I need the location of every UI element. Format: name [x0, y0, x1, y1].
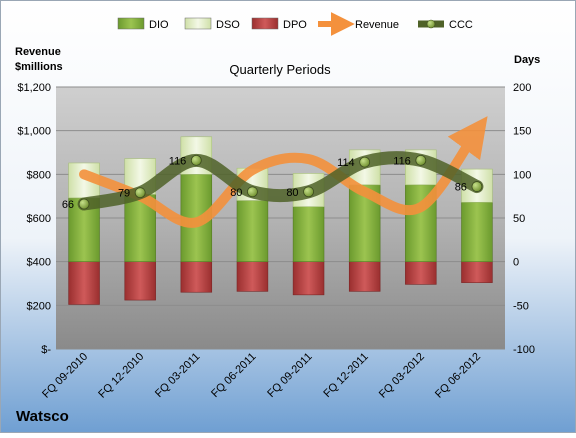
y-left-tick-label: $1,000: [17, 126, 51, 138]
y-right-ticks: -100 -50 0 50 100 150 200: [513, 82, 535, 356]
ccc-data-label: 79: [118, 188, 130, 200]
ccc-data-label: 86: [455, 182, 467, 194]
legend-swatch: [184, 17, 212, 30]
legend-label: DSO: [216, 19, 240, 31]
y-right-tick-label: 50: [513, 213, 525, 225]
dpo-bar: [68, 261, 100, 305]
dpo-bar: [124, 261, 156, 301]
ccc-point: [78, 198, 90, 210]
ccc-data-label: 114: [337, 157, 355, 169]
y-left-tick-label: $-: [41, 344, 51, 356]
y-left-tick-label: $200: [27, 300, 51, 312]
ccc-point: [134, 187, 146, 199]
y-right-tick-label: 100: [513, 169, 531, 181]
dio-bar: [236, 200, 269, 262]
dpo-bar: [180, 261, 213, 293]
dpo-bar: [292, 261, 325, 296]
dio-bar: [292, 206, 325, 262]
ccc-data-label: 80: [286, 187, 298, 199]
ccc-data-label: 66: [62, 199, 74, 211]
legend-label: DPO: [283, 19, 307, 31]
revenue-line: [79, 116, 488, 228]
ccc-data-labels: 66 79 116 80 80 114 116 86: [62, 155, 467, 211]
dpo-bar: [405, 261, 437, 285]
y-right-tick-label: 200: [513, 82, 531, 94]
y-left-tick-label: $400: [27, 257, 51, 269]
ccc-point: [415, 154, 427, 166]
ccc-point: [247, 186, 258, 198]
legend: DIO DSO DPO Revenue CCC: [117, 12, 473, 36]
chart-title: Quarterly Periods: [229, 62, 331, 77]
legend-label: Revenue: [355, 19, 399, 31]
y-left-tick-label: $600: [27, 213, 51, 225]
ccc-data-label: 116: [393, 155, 411, 167]
legend-label: CCC: [449, 19, 473, 31]
y-right-tick-label: -100: [513, 344, 535, 356]
y-right-axis-title: Days: [514, 54, 540, 66]
y-left-tick-label: $800: [27, 169, 51, 181]
y-right-tick-label: -50: [513, 300, 529, 312]
dpo-bar: [461, 261, 493, 283]
line-series: [77, 116, 488, 228]
ccc-point: [303, 186, 314, 198]
y-left-axis-title-line1: Revenue: [15, 46, 61, 58]
y-left-ticks: $- $200 $400 $600 $800 $1,000 $1,200: [17, 82, 51, 356]
y-right-tick-label: 0: [513, 257, 519, 269]
ccc-point: [359, 156, 371, 168]
y-left-tick-label: $1,200: [17, 82, 51, 94]
y-left-axis-title-line2: $millions: [15, 61, 63, 73]
ccc-point: [190, 154, 202, 166]
legend-swatch: [251, 17, 279, 30]
dio-bar: [461, 201, 493, 262]
dpo-bar: [348, 261, 381, 292]
company-name: Watsco: [16, 408, 69, 425]
ccc-line: [77, 151, 484, 211]
legend-marker: [426, 19, 436, 29]
ccc-point: [471, 181, 483, 192]
dpo-bar: [236, 261, 269, 292]
legend-label: DIO: [149, 19, 169, 31]
y-right-tick-label: 150: [513, 126, 531, 138]
ccc-data-label: 116: [169, 155, 187, 167]
ccc-data-label: 80: [230, 187, 242, 199]
legend-swatch: [117, 17, 145, 30]
